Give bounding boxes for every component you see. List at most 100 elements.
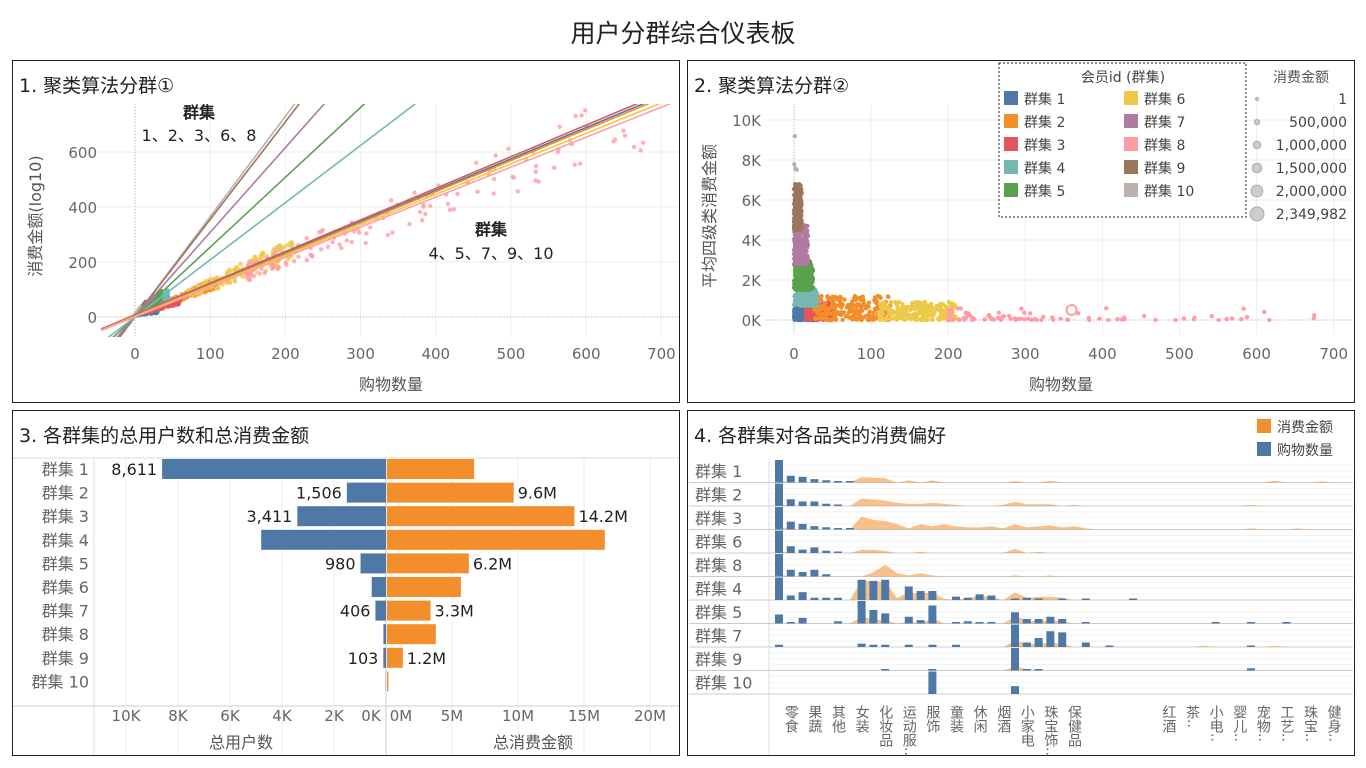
purchase-bar — [1081, 598, 1090, 600]
category-label: 小电.. — [1208, 705, 1224, 742]
data-point — [815, 310, 821, 316]
data-point — [796, 286, 801, 291]
data-point — [792, 285, 797, 291]
data-point — [270, 263, 275, 268]
data-point — [794, 294, 799, 299]
data-point — [1106, 317, 1111, 323]
data-point — [1104, 306, 1109, 311]
x-tick-label: 600 — [1242, 345, 1271, 363]
data-point — [835, 297, 840, 302]
data-point — [1018, 316, 1023, 322]
data-point — [929, 316, 935, 322]
data-point — [920, 317, 925, 322]
purchase-bar — [834, 551, 842, 553]
data-point — [801, 278, 807, 284]
purchase-bar — [916, 591, 925, 600]
purchase-bar — [1105, 645, 1114, 647]
data-point — [493, 153, 498, 158]
data-point — [920, 305, 925, 310]
data-point — [792, 162, 797, 167]
data-point — [821, 306, 826, 312]
data-point — [1224, 316, 1229, 322]
x-tick-label: 700 — [647, 345, 676, 363]
purchase-bar — [810, 597, 819, 600]
data-point — [797, 217, 802, 222]
data-point — [838, 303, 844, 308]
purchase-bar — [810, 569, 819, 577]
data-point — [794, 256, 799, 262]
data-point — [349, 239, 354, 245]
data-point — [795, 301, 801, 307]
data-point — [364, 231, 369, 236]
purchase-bar — [786, 569, 795, 577]
x-tick-label: 300 — [1011, 345, 1040, 363]
y-tick-label: 2K — [742, 272, 763, 290]
data-point — [849, 299, 855, 304]
data-point — [1262, 309, 1267, 315]
trend-line — [118, 104, 301, 337]
data-point — [912, 316, 917, 322]
y-axis-title: 平均四级类消费金额 — [700, 144, 719, 288]
legend-label: 购物数量 — [1277, 443, 1333, 459]
data-point — [1229, 316, 1235, 321]
butterfly-bar-chart[interactable]: 群集 1 8,611 群集 2 1,506 9.6M 群集 3 3,411 14.2M 群集 4… — [13, 411, 680, 756]
spend-bar — [387, 577, 461, 597]
data-point — [840, 317, 845, 322]
data-point — [216, 285, 221, 291]
purchase-bar — [1034, 638, 1043, 647]
purchase-bar — [822, 527, 831, 530]
row-群集2: 群集 2 — [689, 483, 1353, 507]
legend-label: 群集 4 — [1024, 160, 1065, 177]
data-point — [262, 270, 267, 276]
data-point — [803, 272, 809, 278]
data-point — [445, 201, 451, 206]
row-label: 群集 2 — [42, 484, 89, 503]
data-point — [897, 299, 902, 305]
data-point — [807, 278, 813, 283]
data-point — [385, 232, 391, 238]
data-point — [451, 207, 457, 212]
purchase-bar — [975, 622, 984, 624]
data-point — [813, 290, 818, 296]
plot-group: 群集 1 8,611 群集 2 1,506 9.6M 群集 3 3,411 14.2M 群集 4… — [13, 457, 679, 755]
data-point — [938, 313, 943, 318]
purchase-bar — [775, 507, 783, 530]
data-point — [1041, 314, 1046, 319]
scatter-chart-1[interactable]: 0 100 200 300 400 500 600 700 0 200 400 600 群集 1、2、3、… — [13, 61, 680, 403]
purchase-bar — [798, 523, 807, 530]
data-point — [792, 261, 797, 266]
purchase-bar — [857, 579, 866, 600]
scatter-chart-2[interactable]: 0 100 200 300 400 500 600 700 0K 2K 4K 6K 8K 10K 购物数量 平… — [688, 61, 1355, 403]
data-point — [797, 197, 803, 202]
legend-swatch — [1124, 114, 1138, 128]
x-tick-label: 700 — [1319, 345, 1348, 363]
data-point — [888, 300, 894, 305]
data-point — [552, 165, 557, 170]
purchase-bar — [798, 549, 807, 553]
row-label: 群集 6 — [695, 533, 742, 552]
row-label: 群集 3 — [695, 509, 742, 528]
data-point — [792, 134, 797, 139]
data-point — [1032, 316, 1038, 322]
purchase-bar — [1011, 686, 1019, 694]
x-tick-label: 100 — [196, 345, 225, 363]
data-point — [491, 191, 496, 196]
data-point — [826, 317, 832, 323]
trend-line — [100, 104, 661, 331]
data-point — [986, 313, 991, 319]
data-point — [796, 221, 801, 226]
data-point — [793, 197, 799, 202]
legend-label: 群集 3 — [1024, 137, 1065, 154]
data-point — [792, 313, 797, 318]
data-point — [799, 190, 804, 196]
users-bar — [383, 647, 386, 668]
left-axis-tick: 10K — [112, 707, 142, 725]
row-label: 群集 7 — [695, 627, 742, 646]
data-point — [798, 269, 804, 275]
data-point — [557, 124, 562, 129]
spend-area — [775, 580, 1334, 600]
data-point — [511, 175, 517, 180]
purchase-bar — [928, 605, 937, 624]
